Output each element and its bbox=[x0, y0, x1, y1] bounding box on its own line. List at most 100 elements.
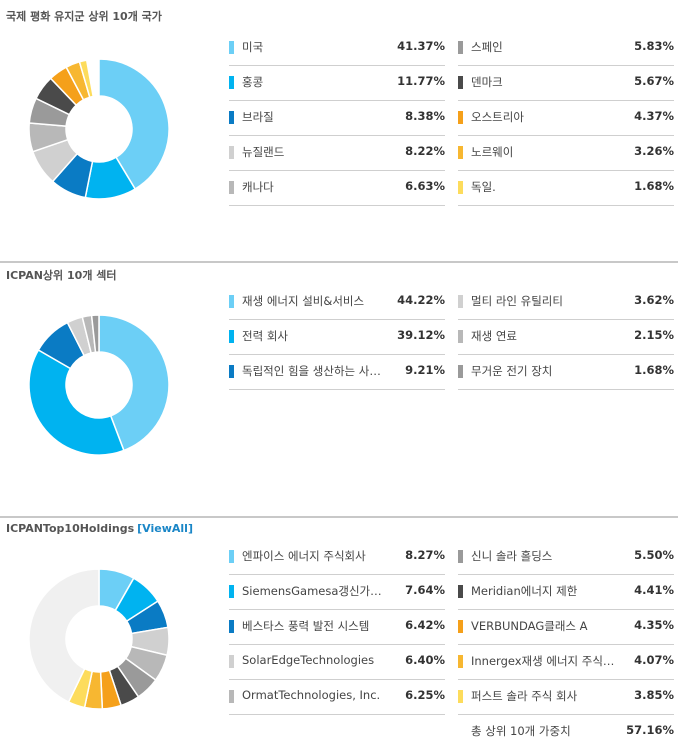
legend-item: Innergex재생 에너지 주식회사 4.07% bbox=[458, 644, 674, 680]
legend-swatch bbox=[458, 295, 463, 308]
legend-value: 4.41% bbox=[634, 583, 674, 597]
legend-value: 39.12% bbox=[397, 328, 445, 342]
legend-item: 오스트리아 4.37% bbox=[458, 100, 674, 136]
legend-label: Innergex재생 에너지 주식회사 bbox=[471, 654, 616, 668]
legend-label: 캐나다 bbox=[242, 180, 274, 194]
legend-value: 8.27% bbox=[405, 548, 445, 562]
legend-swatch bbox=[458, 330, 463, 343]
legend-swatch bbox=[458, 620, 463, 633]
legend-value: 44.22% bbox=[397, 293, 445, 307]
legend-value: 1.68% bbox=[634, 179, 674, 193]
legend-label: 베스타스 풍력 발전 시스템 bbox=[242, 619, 370, 633]
legend-value: 1.68% bbox=[634, 363, 674, 377]
legend-item: Meridian에너지 제한 4.41% bbox=[458, 574, 674, 610]
legend-swatch bbox=[229, 655, 234, 668]
legend-swatch bbox=[229, 620, 234, 633]
donut-chart-holdings bbox=[28, 568, 170, 710]
section-title-text: ICPAN상위 10개 섹터 bbox=[6, 269, 117, 282]
legend-item: 엔파이스 에너지 주식회사 8.27% bbox=[229, 539, 445, 575]
legend-label: 뉴질랜드 bbox=[242, 145, 285, 159]
total-weight-label: 총 상위 10개 가중치 bbox=[471, 724, 571, 738]
legend-swatch bbox=[458, 585, 463, 598]
legend-label: SiemensGamesa갱신가능에너지 bbox=[242, 584, 387, 598]
legend-value: 41.37% bbox=[397, 39, 445, 53]
legend-swatch bbox=[458, 365, 463, 378]
legend-item: 퍼스트 솔라 주식 회사 3.85% bbox=[458, 679, 674, 715]
legend-item: 독일. 1.68% bbox=[458, 170, 674, 206]
legend-label: 신니 솔라 홀딩스 bbox=[471, 549, 553, 563]
total-weight-row: 총 상위 10개 가중치 57.16% bbox=[458, 714, 674, 749]
legend-label: 홍콩 bbox=[242, 75, 264, 89]
legend-label: 오스트리아 bbox=[471, 110, 524, 124]
legend-item: SolarEdgeTechnologies 6.40% bbox=[229, 644, 445, 680]
legend-swatch bbox=[458, 181, 463, 194]
legend-item: 베스타스 풍력 발전 시스템 6.42% bbox=[229, 609, 445, 645]
legend-swatch bbox=[229, 690, 234, 703]
donut-slice bbox=[28, 348, 125, 456]
legend-label: 독일. bbox=[471, 180, 496, 194]
legend-value: 5.67% bbox=[634, 74, 674, 88]
legend-swatch bbox=[458, 41, 463, 54]
donut-slice bbox=[98, 58, 170, 190]
legend-swatch bbox=[229, 295, 234, 308]
legend-item: 재생 연료 2.15% bbox=[458, 319, 674, 355]
legend-value: 8.38% bbox=[405, 109, 445, 123]
legend-label: 엔파이스 에너지 주식회사 bbox=[242, 549, 366, 563]
legend-value: 6.40% bbox=[405, 653, 445, 667]
legend-value: 4.37% bbox=[634, 109, 674, 123]
legend-label: 퍼스트 솔라 주식 회사 bbox=[471, 689, 578, 703]
legend-value: 4.35% bbox=[634, 618, 674, 632]
legend-swatch bbox=[458, 690, 463, 703]
legend-swatch bbox=[458, 550, 463, 563]
legend-value: 3.26% bbox=[634, 144, 674, 158]
donut-slice bbox=[98, 314, 170, 452]
legend-swatch bbox=[229, 365, 234, 378]
donut-chart-sectors bbox=[28, 314, 170, 456]
legend-swatch bbox=[458, 655, 463, 668]
section-title-text: 국제 평화 유지군 상위 10개 국가 bbox=[6, 10, 162, 23]
legend-label: 스페인 bbox=[471, 40, 503, 54]
legend-swatch bbox=[229, 76, 234, 89]
legend-item: 스페인 5.83% bbox=[458, 30, 674, 66]
total-weight-value: 57.16% bbox=[626, 723, 674, 737]
legend-value: 4.07% bbox=[634, 653, 674, 667]
section-title: ICPANTop10Holdings [ViewAll] bbox=[6, 522, 193, 535]
legend-label: 브라질 bbox=[242, 110, 274, 124]
donut-chart-countries bbox=[28, 58, 170, 200]
legend-value: 8.22% bbox=[405, 144, 445, 158]
section-divider bbox=[0, 261, 678, 263]
legend-label: OrmatTechnologies, Inc. bbox=[242, 688, 381, 702]
legend-label: Meridian에너지 제한 bbox=[471, 584, 578, 598]
section-title-text: ICPANTop10Holdings bbox=[6, 522, 135, 535]
legend-value: 2.15% bbox=[634, 328, 674, 342]
legend-value: 5.50% bbox=[634, 548, 674, 562]
legend-item: 캐나다 6.63% bbox=[229, 170, 445, 206]
legend-swatch bbox=[229, 585, 234, 598]
section-title: ICPAN상위 10개 섹터 bbox=[6, 267, 117, 283]
legend-item: 독립적인 힘을 생산하는 사람들 9.21% bbox=[229, 354, 445, 390]
legend-swatch bbox=[229, 330, 234, 343]
legend-value: 3.85% bbox=[634, 688, 674, 702]
legend-item: OrmatTechnologies, Inc. 6.25% bbox=[229, 679, 445, 715]
legend-item: 멀티 라인 유틸리티 3.62% bbox=[458, 284, 674, 320]
legend-swatch bbox=[229, 111, 234, 124]
legend-value: 3.62% bbox=[634, 293, 674, 307]
legend-label: 독립적인 힘을 생산하는 사람들 bbox=[242, 364, 387, 378]
legend-item: VERBUNDAG클래스 A 4.35% bbox=[458, 609, 674, 645]
legend-label: VERBUNDAG클래스 A bbox=[471, 619, 588, 633]
legend-item: 무거운 전기 장치 1.68% bbox=[458, 354, 674, 390]
legend-value: 6.42% bbox=[405, 618, 445, 632]
donut-slice bbox=[78, 59, 95, 99]
legend-item: 브라질 8.38% bbox=[229, 100, 445, 136]
legend-item: 덴마크 5.67% bbox=[458, 65, 674, 101]
view-all-link[interactable]: [ViewAll] bbox=[137, 522, 193, 535]
section-title: 국제 평화 유지군 상위 10개 국가 bbox=[6, 8, 162, 24]
legend-label: 무거운 전기 장치 bbox=[471, 364, 553, 378]
legend-label: 노르웨이 bbox=[471, 145, 514, 159]
donut-slice bbox=[90, 314, 100, 354]
legend-swatch bbox=[229, 550, 234, 563]
legend-item: 미국 41.37% bbox=[229, 30, 445, 66]
legend-item: SiemensGamesa갱신가능에너지 7.64% bbox=[229, 574, 445, 610]
legend-value: 5.83% bbox=[634, 39, 674, 53]
legend-label: 덴마크 bbox=[471, 75, 503, 89]
